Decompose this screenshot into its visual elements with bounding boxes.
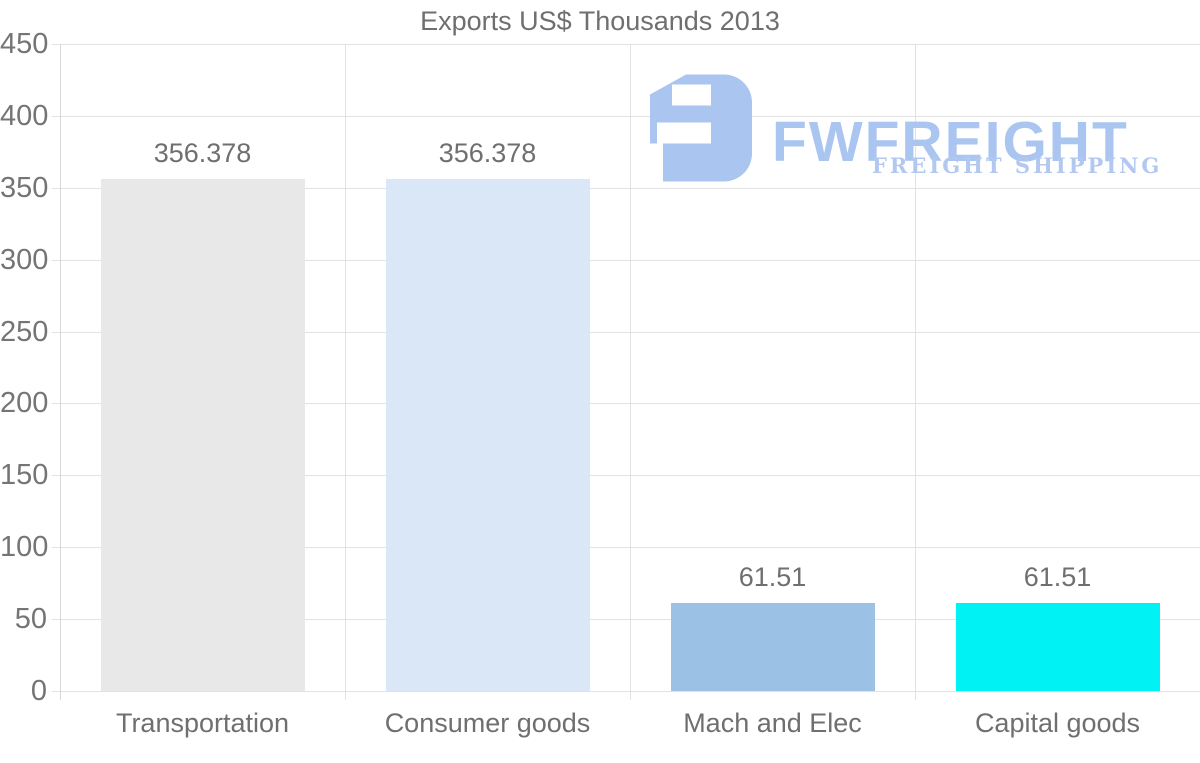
x-gridline-3 [915, 44, 916, 700]
y-gridline-400 [52, 115, 1200, 117]
chart-title: Exports US$ Thousands 2013 [420, 6, 780, 36]
y-gridline-350 [52, 187, 1200, 189]
y-tick-label-0: 0 [30, 675, 47, 707]
y-tick-label-200: 200 [0, 387, 49, 420]
bar-consumer-goods [385, 178, 590, 691]
y-tick-label-100: 100 [0, 531, 49, 564]
fwfreight-logo-icon [650, 74, 752, 182]
bar-value-label-transportation: 356.378 [153, 137, 252, 168]
y-tick-label-300: 300 [0, 243, 49, 276]
x-gridline-2 [630, 44, 631, 700]
y-gridline-450 [52, 44, 1200, 45]
bar-transportation [100, 178, 305, 691]
logo-brand-text: FWFREIGHT [772, 110, 1129, 174]
y-tick-label-400: 400 [0, 99, 49, 132]
y-tick-label-250: 250 [0, 315, 49, 348]
y-tick-label-150: 150 [0, 459, 49, 492]
x-axis-label-consumer-goods: Consumer goods [384, 708, 591, 738]
y-gridline-250 [52, 331, 1200, 333]
x-gridline-1 [345, 44, 346, 700]
bar-mach-and-elec [670, 602, 875, 691]
watermark-logo: FWFREIGHT FREIGHT SHIPPING [650, 74, 1159, 184]
y-gridline-150 [52, 475, 1200, 477]
y-tick-label-350: 350 [0, 171, 49, 204]
y-gridline-300 [52, 259, 1200, 261]
x-axis-label-mach-and-elec: Mach and Elec [683, 708, 862, 738]
x-axis-label-transportation: Transportation [115, 708, 290, 738]
y-tick-label-450: 450 [0, 28, 49, 60]
logo-tagline-text: FREIGHT SHIPPING [872, 153, 1163, 178]
y-gridline-100 [52, 547, 1200, 549]
y-gridline-50 [52, 619, 1200, 621]
y-gridline-0 [52, 691, 1200, 692]
y-axis-line [60, 44, 61, 700]
y-gridline-200 [52, 403, 1200, 405]
x-axis-label-capital-goods: Capital goods [974, 708, 1141, 738]
bar-value-label-mach-and-elec: 61.51 [738, 561, 807, 592]
bar-value-label-capital-goods: 61.51 [1023, 561, 1092, 592]
bar-value-label-consumer-goods: 356.378 [438, 137, 537, 168]
y-tick-label-50: 50 [14, 603, 47, 636]
bar-capital-goods [955, 602, 1160, 691]
